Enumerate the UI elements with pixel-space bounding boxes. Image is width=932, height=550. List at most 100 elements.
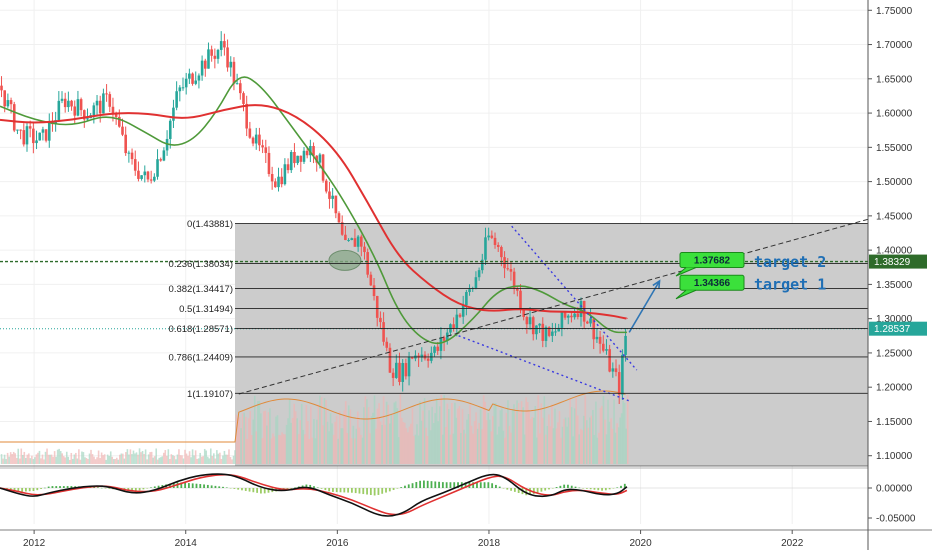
candle-body xyxy=(302,150,306,162)
volume-bar xyxy=(153,456,156,464)
volume-bar xyxy=(416,424,418,464)
candle-body xyxy=(525,317,529,325)
volume-bar xyxy=(84,457,86,464)
macd-histogram-bar xyxy=(244,488,247,491)
volume-bar xyxy=(387,404,389,464)
volume-bar xyxy=(112,459,115,464)
volume-bar xyxy=(626,394,629,464)
volume-bar xyxy=(226,454,229,464)
volume-bar xyxy=(408,426,411,464)
volume-bar xyxy=(72,458,74,464)
candle-body xyxy=(465,292,468,306)
candle-body xyxy=(137,170,140,179)
volume-bar xyxy=(260,413,262,464)
macd-histogram-bar xyxy=(59,486,61,488)
candle-body xyxy=(535,325,538,335)
macd-histogram-bar xyxy=(593,488,596,490)
macd-histogram-bar xyxy=(70,486,73,488)
volume-bar xyxy=(241,413,244,464)
volume-bar xyxy=(520,401,523,464)
macd-histogram-bar xyxy=(104,488,107,489)
volume-bar xyxy=(449,434,452,464)
price-tick-label: 1.30000 xyxy=(876,314,913,325)
candle-body xyxy=(277,176,280,188)
macd-histogram-bar xyxy=(491,483,494,488)
volume-bar xyxy=(601,405,603,464)
volume-bar xyxy=(150,451,153,464)
volume-bar xyxy=(5,459,7,464)
candle-body xyxy=(500,246,503,258)
macd-histogram-bar xyxy=(567,484,569,488)
candle-body xyxy=(223,41,226,48)
volume-bar xyxy=(91,454,94,464)
candle-body xyxy=(617,372,621,395)
price-tick-label: 1.50000 xyxy=(876,177,913,188)
volume-bar xyxy=(147,454,150,464)
volume-bar xyxy=(340,428,342,464)
volume-bar xyxy=(360,434,362,464)
macd-histogram-bar xyxy=(582,488,585,489)
volume-bar xyxy=(70,452,73,464)
macd-oscillator xyxy=(0,467,868,517)
volume-bar xyxy=(120,453,123,464)
candle-body xyxy=(516,288,519,291)
volume-bar xyxy=(364,396,367,464)
volume-bar xyxy=(23,451,26,464)
macd-histogram-bar xyxy=(495,484,497,488)
volume-bar xyxy=(294,411,297,464)
candle-body xyxy=(16,129,19,131)
target-1-marker[interactable]: 1.34366 target 1 xyxy=(675,274,826,300)
candle-body xyxy=(118,116,121,127)
candle-body xyxy=(344,234,347,241)
volume-bar xyxy=(181,455,183,464)
trend-line xyxy=(238,218,869,395)
volume-bar xyxy=(576,415,579,464)
macd-histogram-bar xyxy=(214,485,217,488)
volume-bar xyxy=(511,410,514,464)
price-tick-label: 1.55000 xyxy=(876,143,913,154)
volume-bar xyxy=(162,452,165,464)
targets[interactable]: 1.37682 target 2 1.34366 target 1 xyxy=(675,252,826,300)
volume-bar xyxy=(175,459,177,464)
macd-histogram-bar xyxy=(324,488,327,491)
fib-level-label: 0(1.43881) xyxy=(187,219,233,230)
volume-bar xyxy=(111,456,114,464)
target-price-box xyxy=(679,252,745,269)
macd-histogram-bar xyxy=(332,488,334,492)
volume-bar xyxy=(296,418,299,464)
candle-body xyxy=(375,296,379,318)
volume-bar xyxy=(546,425,549,464)
candle-body xyxy=(608,349,611,372)
candle-body xyxy=(484,237,487,260)
macd-histogram-bar xyxy=(396,488,399,489)
time-tick-label: 2020 xyxy=(629,538,652,549)
volume-bar xyxy=(291,418,294,464)
volume-bar xyxy=(108,455,111,464)
volume-bar xyxy=(311,437,314,464)
candle-body xyxy=(468,289,471,293)
candle-body xyxy=(598,336,602,344)
candle-body xyxy=(614,368,618,373)
candle-body xyxy=(203,60,207,69)
volume-bar xyxy=(570,407,573,464)
macd-histogram-bar xyxy=(17,488,20,492)
volume-bar xyxy=(187,455,189,464)
volume-bar xyxy=(369,433,371,464)
highlight-ellipse xyxy=(328,249,362,271)
volume-bar xyxy=(231,459,233,464)
candle-body xyxy=(267,152,271,175)
macd-histogram-bar xyxy=(551,488,554,489)
volume-bar xyxy=(184,449,186,464)
volume-bar xyxy=(75,452,77,464)
macd-histogram-bar xyxy=(286,488,289,490)
volume-bar xyxy=(172,455,174,464)
volume-bar xyxy=(540,403,543,464)
volume-bar xyxy=(501,408,503,464)
macd-histogram-bar xyxy=(369,488,372,496)
volume-bar xyxy=(598,432,600,464)
candle-body xyxy=(337,213,341,223)
volume-bar xyxy=(548,414,550,464)
target-price-label: 1.34366 xyxy=(694,278,731,289)
target-2-marker[interactable]: 1.37682 target 2 xyxy=(675,252,826,277)
